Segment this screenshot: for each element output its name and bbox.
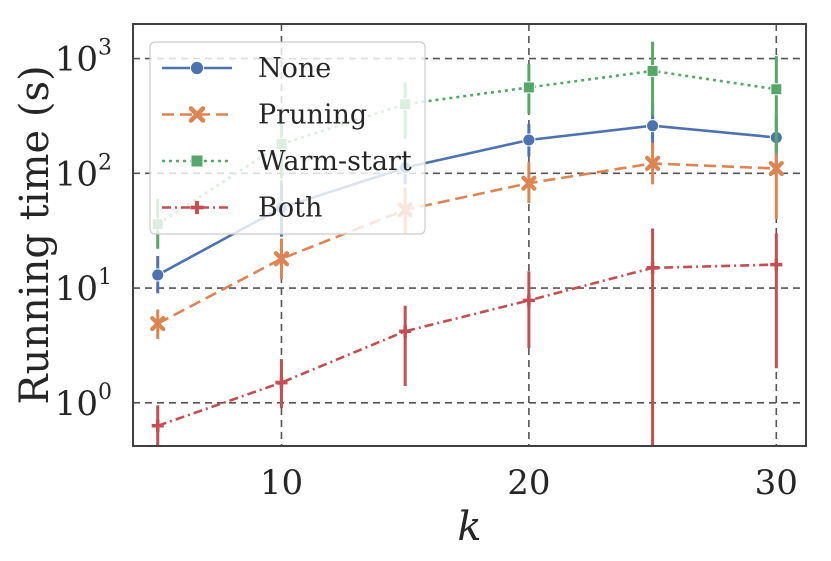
data-point bbox=[646, 261, 659, 274]
x-tick-label: 30 bbox=[755, 463, 798, 503]
legend-item: None bbox=[162, 53, 331, 84]
series-line bbox=[157, 162, 777, 325]
x-tick-label: 10 bbox=[260, 463, 303, 503]
series-layer bbox=[150, 41, 784, 446]
y-axis-label: Running time (s) bbox=[12, 65, 58, 404]
data-point bbox=[151, 268, 165, 282]
legend-box bbox=[149, 41, 426, 235]
legend-label: Pruning bbox=[258, 100, 367, 131]
legend-label: Both bbox=[258, 193, 322, 224]
data-point bbox=[188, 106, 206, 123]
x-axis-label: k bbox=[457, 504, 481, 550]
legend-label: Warm-start bbox=[258, 146, 412, 177]
legend-label: None bbox=[258, 53, 331, 84]
y-tick-label: 103 bbox=[55, 36, 112, 80]
data-point bbox=[522, 133, 536, 147]
data-point bbox=[645, 155, 661, 171]
data-point bbox=[522, 294, 535, 307]
series-both bbox=[151, 228, 783, 446]
plot-frame bbox=[132, 23, 807, 447]
data-point bbox=[522, 81, 535, 94]
data-point bbox=[190, 154, 204, 168]
data-point bbox=[521, 175, 537, 191]
legend-item: Both bbox=[162, 193, 322, 224]
data-point bbox=[399, 325, 412, 338]
data-point bbox=[646, 119, 660, 133]
data-point bbox=[273, 251, 290, 267]
data-point bbox=[189, 60, 205, 76]
series-line bbox=[157, 69, 777, 226]
legend: None Pruning Warm-start Both bbox=[149, 41, 426, 235]
legend-item: Warm-start bbox=[162, 146, 412, 177]
data-point bbox=[768, 160, 784, 177]
tick-labels: 10 20 30 100 101 102 103 bbox=[55, 36, 798, 503]
data-point bbox=[190, 200, 204, 215]
data-point bbox=[770, 83, 783, 96]
y-tick-label: 100 bbox=[55, 380, 112, 424]
data-point bbox=[275, 376, 288, 389]
series-line bbox=[157, 263, 777, 428]
y-tick-label: 101 bbox=[55, 265, 112, 309]
data-point bbox=[150, 315, 166, 332]
data-point bbox=[151, 419, 164, 432]
data-point bbox=[770, 258, 783, 271]
x-tick-label: 20 bbox=[507, 463, 550, 503]
series-pruning bbox=[150, 138, 784, 339]
y-tick-label: 102 bbox=[55, 150, 112, 194]
legend-item: Pruning bbox=[162, 100, 367, 131]
data-point bbox=[646, 64, 659, 77]
